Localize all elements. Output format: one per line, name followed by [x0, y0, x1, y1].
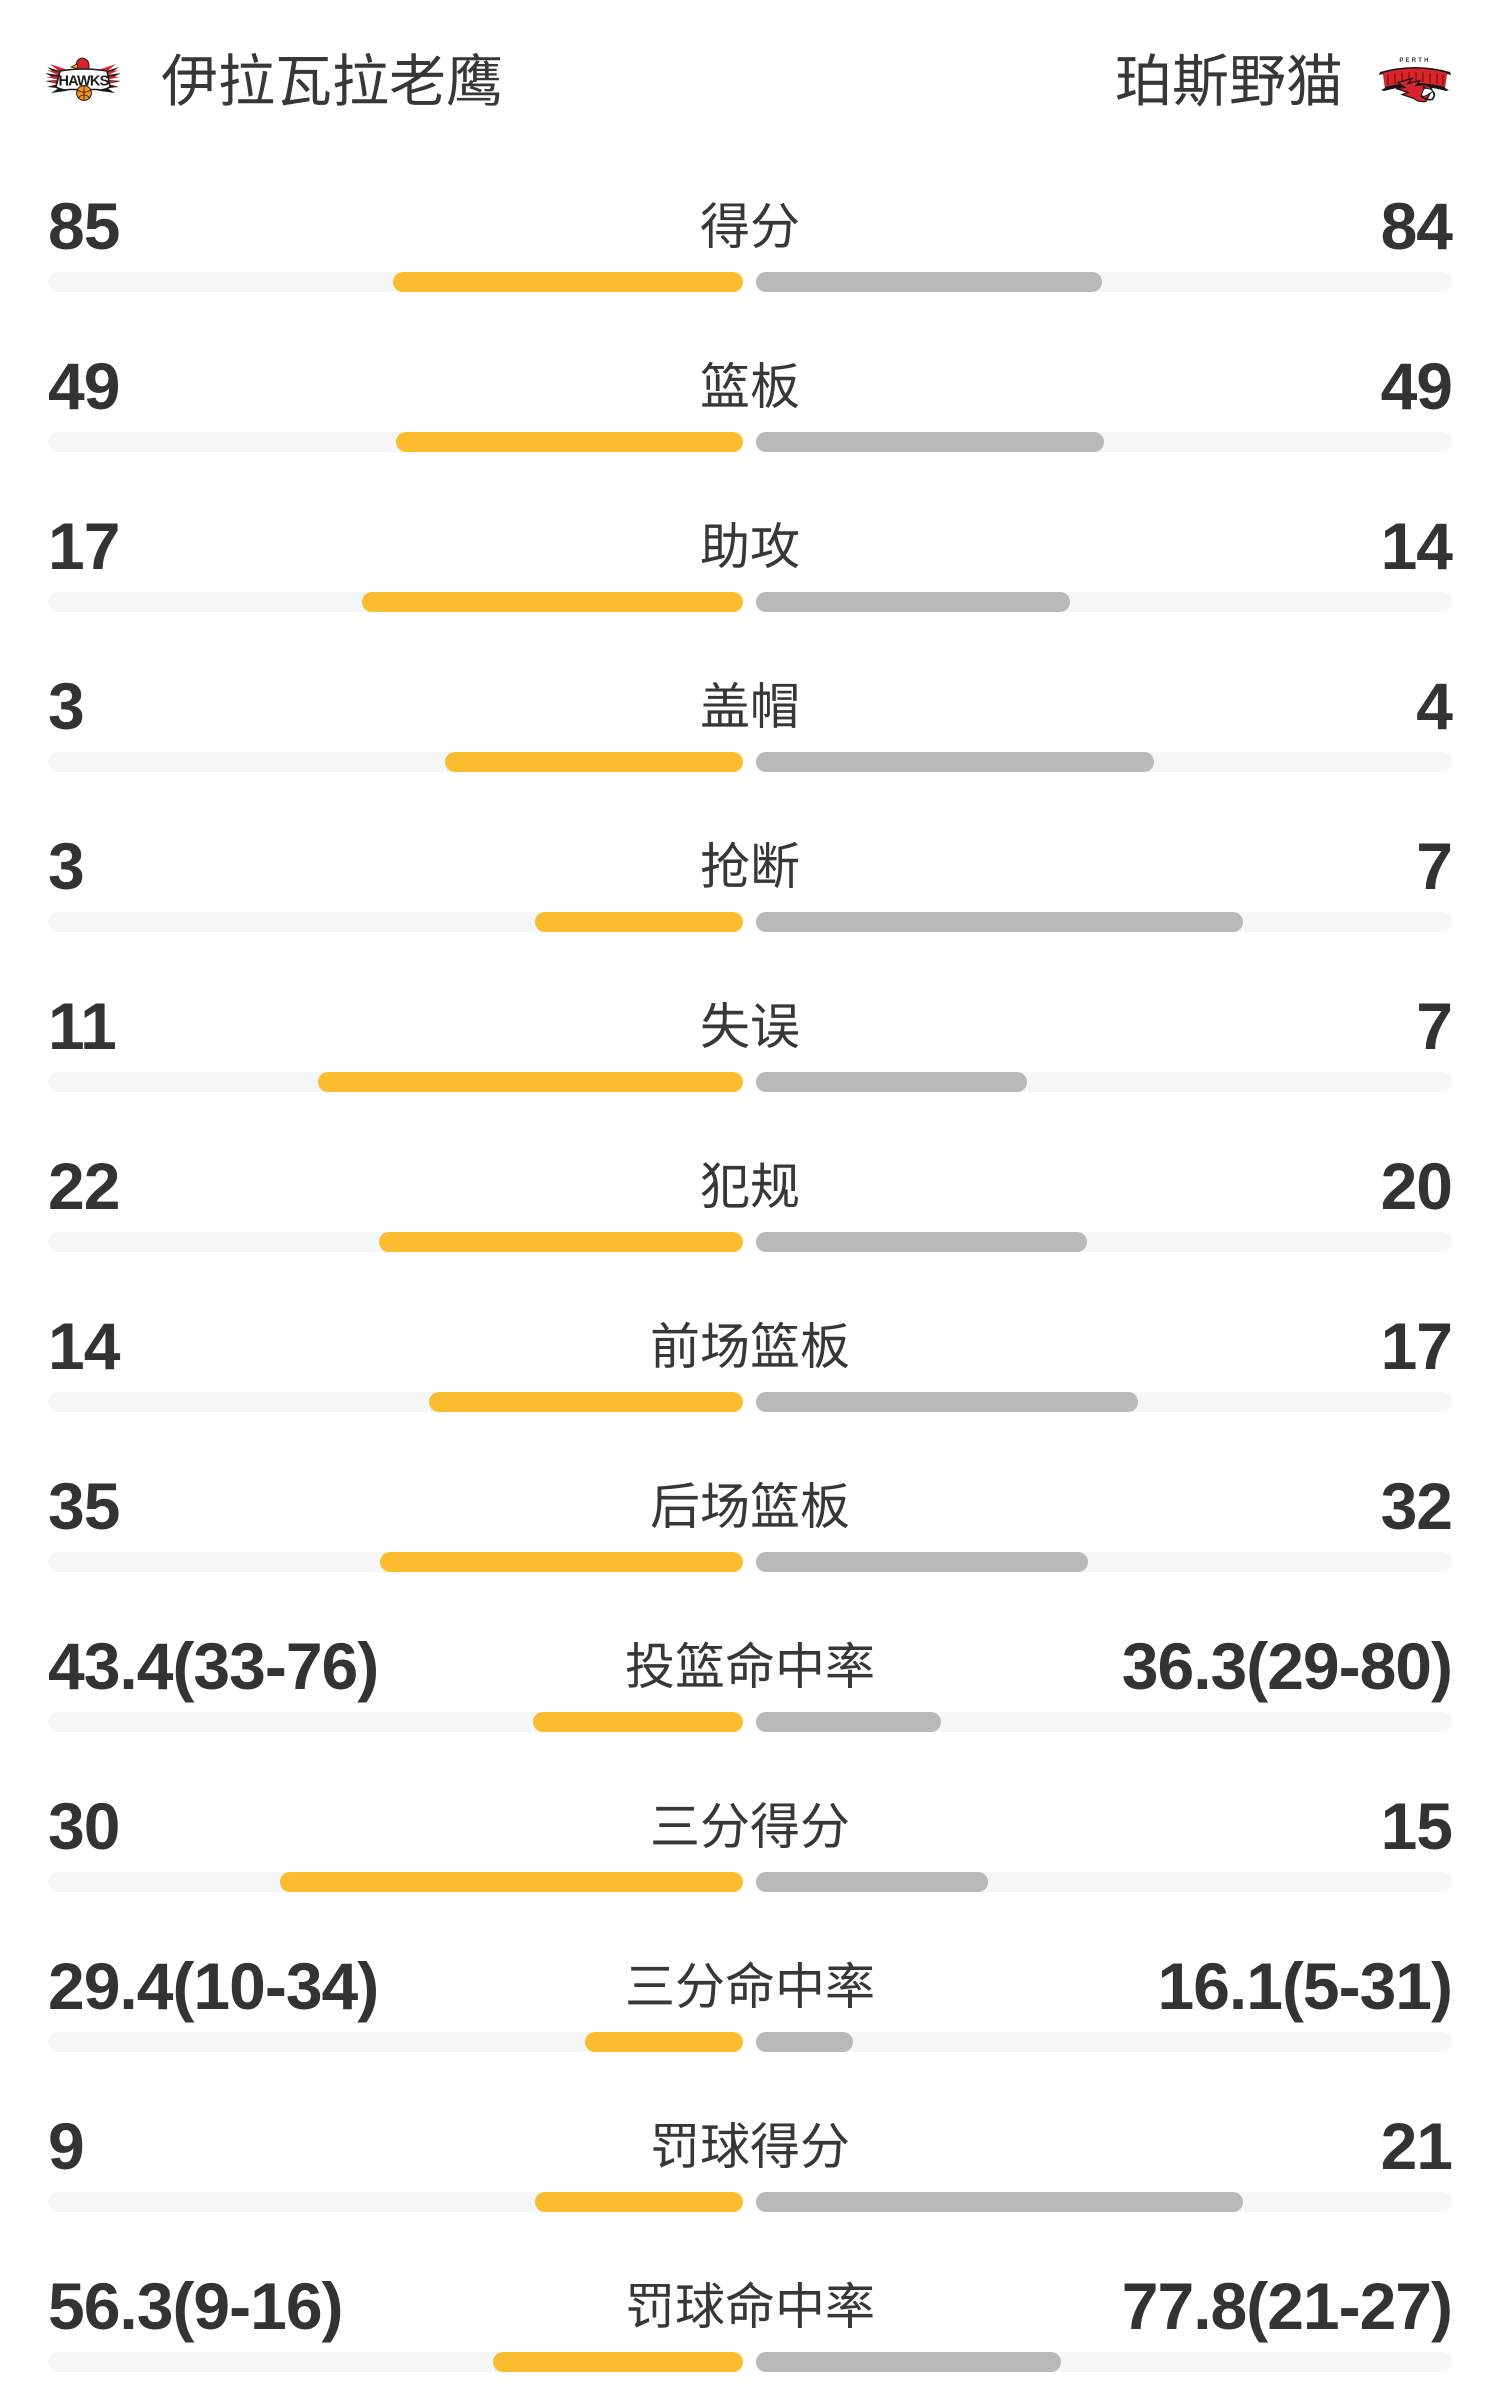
- svg-text:PERTH: PERTH: [1399, 58, 1430, 64]
- svg-text:HAWKS: HAWKS: [59, 74, 110, 90]
